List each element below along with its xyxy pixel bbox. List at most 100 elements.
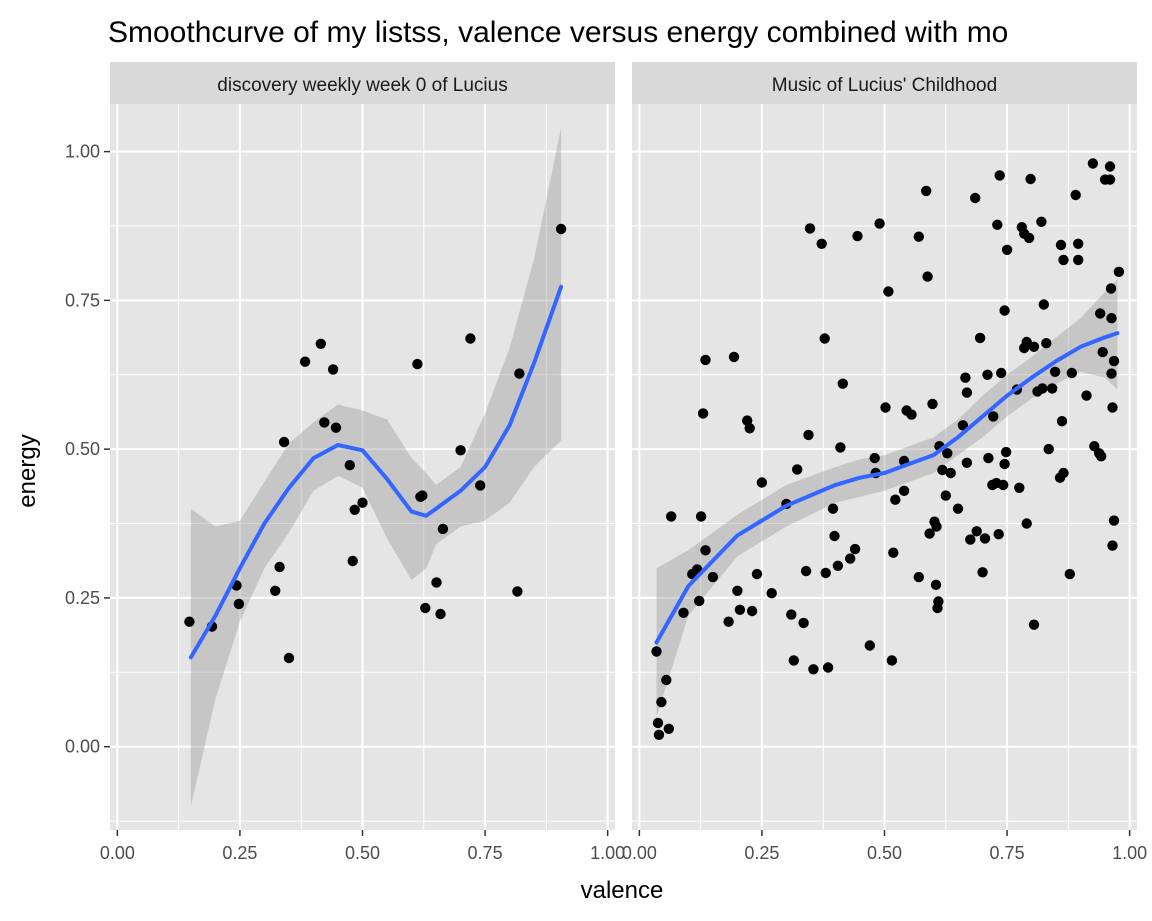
- y-axis-title: energy: [14, 434, 41, 507]
- data-point: [697, 408, 709, 419]
- data-point: [437, 523, 449, 535]
- data-point: [930, 579, 942, 590]
- data-point: [678, 607, 689, 618]
- data-point: [512, 586, 523, 597]
- x-tick-label: 0.50: [867, 843, 902, 863]
- data-point: [960, 372, 971, 383]
- data-point: [890, 494, 901, 505]
- data-point: [906, 409, 917, 420]
- data-point: [992, 219, 1003, 230]
- facet-panel-1: discovery weekly week 0 of Lucius: [110, 62, 615, 830]
- data-point: [1096, 451, 1107, 462]
- data-point: [1070, 189, 1081, 201]
- data-point: [1097, 346, 1108, 358]
- data-point: [1014, 482, 1025, 493]
- data-point: [1073, 238, 1084, 249]
- data-point: [756, 477, 768, 488]
- data-point: [788, 655, 799, 666]
- data-point: [792, 464, 803, 475]
- data-point: [694, 595, 705, 607]
- data-point: [1087, 158, 1099, 169]
- x-tick-label: 0.00: [622, 843, 657, 863]
- data-point: [1001, 244, 1013, 255]
- data-point: [819, 333, 830, 344]
- data-point: [970, 192, 981, 204]
- data-point: [274, 561, 285, 573]
- facet-panel-2: Music of Lucius' Childhood: [632, 62, 1137, 830]
- data-point: [1104, 174, 1116, 185]
- data-point: [700, 354, 711, 366]
- data-point: [728, 351, 740, 363]
- data-point: [651, 646, 662, 657]
- data-point: [184, 616, 195, 627]
- data-point: [786, 609, 797, 620]
- data-point: [883, 286, 894, 297]
- data-point: [820, 567, 831, 579]
- data-point: [800, 565, 812, 577]
- data-point: [888, 547, 899, 558]
- data-point: [417, 490, 428, 501]
- confidence-ribbon: [656, 279, 1118, 717]
- data-point: [921, 185, 932, 197]
- data-point: [816, 238, 827, 249]
- data-point: [999, 305, 1010, 316]
- data-point: [827, 503, 839, 514]
- data-point: [804, 223, 816, 234]
- data-point: [993, 529, 1004, 540]
- y-tick-label: 0.50: [65, 439, 100, 459]
- data-point: [233, 598, 245, 610]
- data-point: [974, 332, 986, 344]
- data-point: [514, 368, 525, 379]
- data-point: [977, 567, 988, 578]
- data-point: [1058, 254, 1069, 266]
- x-axis-title: valence: [581, 877, 664, 904]
- data-point: [983, 452, 994, 464]
- y-tick-label: 0.00: [65, 737, 100, 757]
- data-point: [431, 577, 442, 588]
- data-point: [1113, 266, 1125, 277]
- data-point: [945, 467, 956, 479]
- data-point: [1028, 619, 1040, 630]
- data-point: [961, 387, 973, 398]
- data-point: [913, 571, 924, 583]
- data-point: [344, 460, 355, 471]
- data-point: [744, 423, 755, 434]
- data-point: [837, 378, 848, 389]
- data-point: [435, 608, 446, 620]
- data-point: [357, 497, 368, 508]
- data-point: [330, 422, 342, 433]
- data-point: [1106, 368, 1117, 379]
- facet-strip-label: discovery weekly week 0 of Lucius: [217, 75, 507, 96]
- data-point: [695, 511, 707, 522]
- data-point: [700, 545, 711, 556]
- data-point: [874, 218, 885, 229]
- data-point: [937, 464, 948, 476]
- data-point: [886, 655, 898, 666]
- data-point: [347, 555, 358, 567]
- data-point: [996, 367, 1007, 379]
- data-point: [869, 452, 880, 464]
- data-point: [455, 445, 466, 456]
- data-point: [931, 521, 942, 532]
- y-tick-label: 0.75: [65, 290, 100, 310]
- data-point: [1025, 173, 1036, 185]
- data-point: [746, 605, 758, 617]
- data-point: [965, 534, 976, 545]
- facet-strip-label: Music of Lucius' Childhood: [772, 75, 997, 96]
- data-point: [1028, 341, 1040, 352]
- data-point: [822, 662, 834, 673]
- x-tick-label: 0.00: [100, 843, 135, 863]
- data-point: [1021, 518, 1032, 529]
- data-point: [319, 417, 330, 428]
- data-point: [988, 411, 999, 422]
- facet-strip: [110, 62, 615, 104]
- x-tick-label: 0.25: [222, 843, 257, 863]
- x-tick-label: 0.75: [468, 843, 503, 863]
- data-point: [994, 170, 1005, 181]
- data-point: [1043, 443, 1054, 455]
- data-point: [1073, 254, 1084, 266]
- data-point: [803, 429, 814, 441]
- facet-panels: discovery weekly week 0 of Lucius Music o…: [110, 62, 1137, 830]
- data-point: [707, 571, 719, 583]
